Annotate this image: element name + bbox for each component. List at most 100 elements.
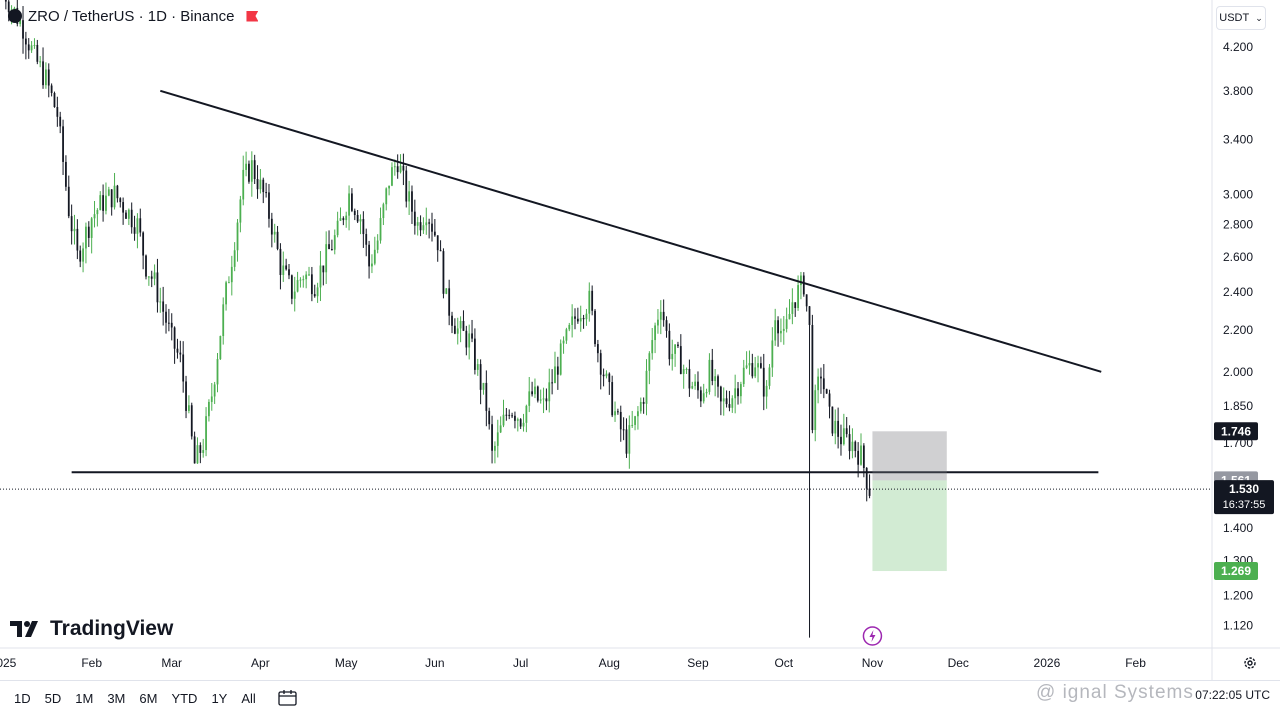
- candle-up: [494, 445, 496, 451]
- candle-up: [239, 199, 242, 223]
- candle-down: [619, 411, 622, 430]
- price-label-text: 1.530: [1229, 482, 1259, 496]
- candle-down: [405, 170, 408, 202]
- candle-down: [511, 415, 513, 417]
- candle-down: [413, 211, 416, 226]
- candle-up: [654, 325, 656, 341]
- candle-up: [45, 69, 47, 86]
- candle-down: [119, 198, 122, 203]
- candle-up: [634, 416, 636, 425]
- candle-down: [7, 1, 10, 13]
- price-tick-label: 2.000: [1223, 365, 1253, 379]
- candle-up: [147, 276, 150, 278]
- candle-down: [831, 406, 834, 434]
- candle-up: [425, 222, 428, 226]
- candle-down: [142, 232, 145, 256]
- settings-gear-icon[interactable]: [1242, 655, 1258, 671]
- candle-down: [436, 235, 439, 251]
- candle-up: [416, 222, 419, 226]
- candle-down: [665, 320, 668, 331]
- flag-icon[interactable]: [246, 10, 259, 22]
- candle-up: [785, 319, 788, 329]
- timeframe-3m[interactable]: 3M: [107, 690, 126, 706]
- timeframe-all[interactable]: All: [241, 690, 256, 706]
- candle-down: [365, 234, 368, 245]
- candle-up: [542, 398, 545, 400]
- time-tick-label: Oct: [774, 656, 793, 670]
- candle-down: [53, 92, 56, 108]
- candle-up: [250, 160, 253, 182]
- candle-down: [156, 272, 159, 303]
- price-tick-label: 1.200: [1223, 588, 1253, 602]
- candle-up: [196, 445, 199, 464]
- time-tick-label: Feb: [81, 656, 102, 670]
- candle-up: [33, 44, 36, 46]
- candle-down: [471, 333, 473, 339]
- time-tick-label: May: [335, 656, 358, 670]
- go-to-date-calendar-icon[interactable]: [278, 689, 298, 707]
- candle-up: [371, 263, 373, 267]
- candle-up: [742, 367, 745, 385]
- candle-down: [268, 192, 270, 219]
- candle-down: [811, 324, 814, 431]
- utc-clock[interactable]: 07:22:05 UTC: [1195, 688, 1270, 702]
- timeframe-1d[interactable]: 1D: [14, 690, 31, 706]
- candle-up: [210, 396, 213, 402]
- price-tick-label: 3.400: [1223, 133, 1253, 147]
- candle-up: [73, 228, 76, 232]
- candle-down: [697, 381, 699, 391]
- candle-down: [485, 382, 488, 411]
- candle-up: [614, 411, 616, 416]
- candle-down: [42, 61, 44, 86]
- candle-down: [802, 275, 805, 295]
- candle-up: [579, 318, 582, 322]
- candle-up: [516, 419, 519, 421]
- price-chart[interactable]: 1.1201.2001.3001.4001.7001.8502.0002.200…: [0, 0, 1280, 680]
- candle-down: [182, 354, 185, 382]
- bottom-toolbar: 1D 5D 1M 3M 6M YTD 1Y All: [0, 680, 1280, 715]
- candle-up: [99, 195, 102, 211]
- symbol-header[interactable]: ZRO / TetherUS · 1D · Binance: [8, 6, 259, 26]
- candle-up: [296, 280, 299, 292]
- timeframe-6m[interactable]: 6M: [139, 690, 158, 706]
- candle-down: [777, 320, 779, 334]
- candle-down: [491, 424, 493, 451]
- timeframe-ytd[interactable]: YTD: [171, 690, 198, 706]
- candle-up: [482, 382, 485, 390]
- candle-down: [190, 405, 193, 437]
- candle-up: [391, 167, 393, 186]
- candle-up: [476, 364, 479, 370]
- timeframe-5d[interactable]: 5D: [44, 690, 62, 706]
- candle-down: [828, 393, 831, 407]
- candle-down: [433, 231, 436, 236]
- resistance-trendline: [160, 89, 1102, 373]
- timeframe-1m[interactable]: 1M: [75, 690, 94, 706]
- candle-down: [162, 301, 165, 312]
- candle-down: [110, 189, 113, 208]
- candle-up: [797, 285, 799, 308]
- candle-up: [336, 220, 339, 236]
- candle-down: [556, 366, 559, 375]
- candle-down: [582, 318, 585, 320]
- time-tick-label: Dec: [948, 656, 969, 670]
- candle-down: [462, 320, 465, 331]
- price-tick-label: 2.200: [1223, 323, 1253, 337]
- candle-down: [825, 389, 828, 394]
- candle-up: [588, 290, 591, 314]
- candle-down: [711, 359, 714, 382]
- candle-down: [725, 398, 728, 405]
- candle-up: [648, 353, 651, 371]
- event-marker-icon[interactable]: [862, 626, 883, 646]
- timeframe-1y[interactable]: 1Y: [211, 690, 228, 706]
- bar-countdown-text: 16:37:55: [1223, 499, 1266, 511]
- candle-up: [373, 249, 376, 264]
- candle-up: [208, 401, 210, 417]
- candle-up: [814, 390, 817, 431]
- candle-up: [299, 279, 302, 281]
- tradingview-logo[interactable]: TradingView: [10, 617, 173, 641]
- candle-up: [645, 370, 648, 404]
- candle-down: [737, 388, 739, 397]
- candle-up: [382, 204, 385, 219]
- currency-select[interactable]: USDT ⌄: [1216, 6, 1266, 30]
- candle-down: [47, 69, 50, 86]
